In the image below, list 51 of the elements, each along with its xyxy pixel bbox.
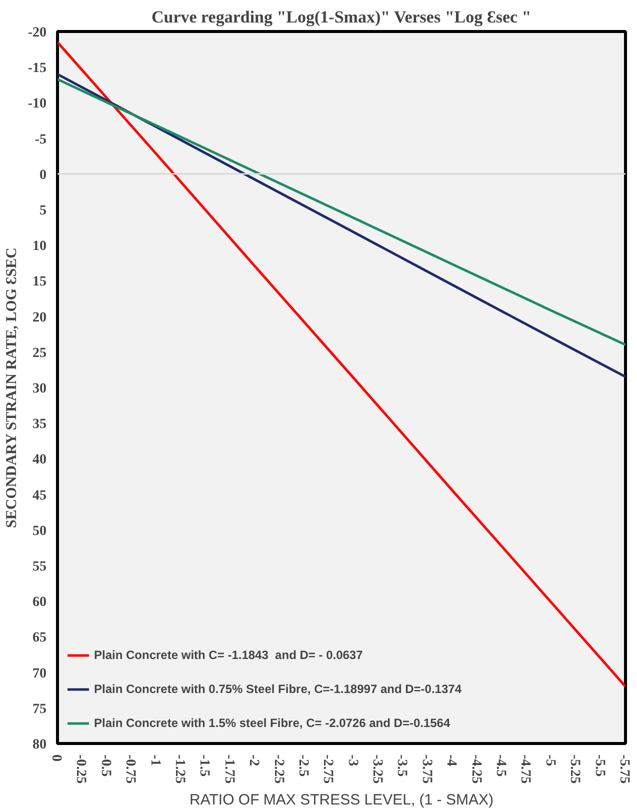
x-tick-label: -2.5 [295, 754, 310, 777]
y-tick-label: -10 [28, 96, 47, 112]
x-tick-label: -3.75 [418, 754, 434, 784]
y-tick-label: -20 [28, 26, 47, 40]
x-tick-label: -0.5 [98, 754, 113, 777]
x-tick-label: -2.25 [270, 754, 286, 784]
x-tick-label: -4.75 [518, 754, 533, 784]
y-tick-label: 30 [32, 382, 46, 396]
x-tick-label: -2 [246, 754, 262, 766]
y-tick-label: 15 [32, 274, 46, 290]
y-tick-label: 65 [32, 630, 46, 646]
x-tick-label: -5 [542, 754, 558, 766]
x-tick-label: -4 [444, 754, 459, 766]
y-tick-label: 5 [40, 204, 46, 218]
y-tick-label: -5 [34, 132, 47, 148]
legend-label: Plain Concrete with 0.75% Steel Fibre, C=-1.18997 and D=-0.1374 [94, 682, 462, 696]
x-tick-label: -5.25 [567, 754, 582, 784]
y-tick-label: 35 [32, 417, 46, 432]
x-tick-label: -0.25 [73, 754, 88, 784]
y-tick-label: 80 [32, 738, 46, 752]
x-axis-title: RATIO OF MAX STRESS LEVEL, (1 - SMAX) [190, 792, 494, 809]
legend-label: Plain Concrete with 1.5% steel Fibre, C= -2.0726 and D=-0.1564 [94, 716, 450, 730]
y-tick-label: 0 [40, 168, 46, 183]
x-tick-label: -4.25 [468, 754, 484, 784]
y-tick-label: 50 [32, 524, 46, 539]
x-tick-label: -0.75 [122, 754, 138, 784]
y-axis-title: SECONDARY STRAIN RATE, LOG ƐSEC [4, 248, 20, 528]
chart-title: Curve regarding "Log(1-Smax)" Verses "Log Ɛsec " [151, 8, 532, 26]
x-tick-label: 0 [48, 754, 64, 762]
legend-label: Plain Concrete with C= -1.1843 and D= - 0.0637 [94, 648, 363, 662]
x-tick-label: -2.75 [320, 754, 336, 784]
y-tick-label: 75 [32, 702, 46, 717]
x-tick-label: -5.5 [592, 754, 607, 777]
x-tick-label: -1.25 [172, 754, 187, 784]
x-tick-label: -3.25 [370, 754, 385, 784]
x-tick-label: -1 [147, 754, 162, 766]
y-tick-label: 20 [32, 310, 46, 326]
y-tick-label: 40 [32, 452, 46, 468]
y-tick-label: 10 [32, 239, 46, 254]
x-tick-label: -1.5 [196, 754, 212, 777]
x-tick-label: -5.75 [616, 754, 632, 784]
x-tick-label: -4.5 [493, 754, 508, 777]
y-tick-label: -15 [28, 61, 47, 76]
y-tick-label: 55 [32, 560, 46, 574]
y-tick-label: 45 [32, 488, 46, 504]
x-tick-label: -1.75 [221, 754, 236, 784]
y-tick-label: 25 [32, 346, 46, 361]
x-tick-label: -3.5 [394, 754, 410, 777]
y-tick-label: 60 [32, 595, 46, 610]
y-tick-label: 70 [32, 666, 46, 682]
x-tick-label: -3 [344, 754, 360, 766]
